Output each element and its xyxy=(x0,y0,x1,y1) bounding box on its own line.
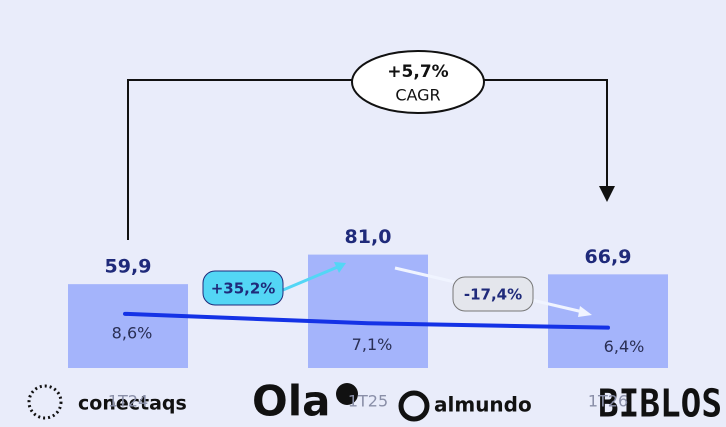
logo-icon xyxy=(27,384,63,420)
cagr-arrowhead xyxy=(599,186,615,202)
growth-arrowhead xyxy=(334,262,346,273)
logo: Ola xyxy=(252,377,330,426)
value-label: 66,9 xyxy=(585,246,632,268)
logo-icon xyxy=(336,383,358,405)
x-tick-label: 1T26 xyxy=(588,392,628,411)
decline-arrowhead xyxy=(578,306,592,317)
growth-arrow xyxy=(282,264,341,292)
x-tick-label: 1T24 xyxy=(108,392,148,411)
line-value-label: 8,6% xyxy=(112,323,153,342)
logo: almundo xyxy=(434,393,532,417)
logo: BIBLOS xyxy=(598,382,722,426)
decline-label: -17,4% xyxy=(464,286,522,304)
bar xyxy=(308,254,428,368)
value-label: 59,9 xyxy=(105,256,152,278)
line-value-label: 7,1% xyxy=(352,335,393,354)
cagr-label: CAGR xyxy=(395,86,440,105)
line xyxy=(123,311,610,330)
growth-label: +35,2% xyxy=(211,280,276,298)
value-label: 81,0 xyxy=(345,226,392,248)
logo-icon xyxy=(398,390,430,422)
logo: conectaqs xyxy=(78,393,187,415)
cagr-bubble xyxy=(351,50,485,114)
growth-pill xyxy=(202,270,284,306)
cagr-value: +5,7% xyxy=(387,62,448,82)
bar xyxy=(68,284,188,368)
bar xyxy=(548,274,668,368)
x-tick-label: 1T25 xyxy=(348,392,388,411)
decline-pill xyxy=(452,276,534,312)
line-value-label: 6,4% xyxy=(604,337,645,356)
